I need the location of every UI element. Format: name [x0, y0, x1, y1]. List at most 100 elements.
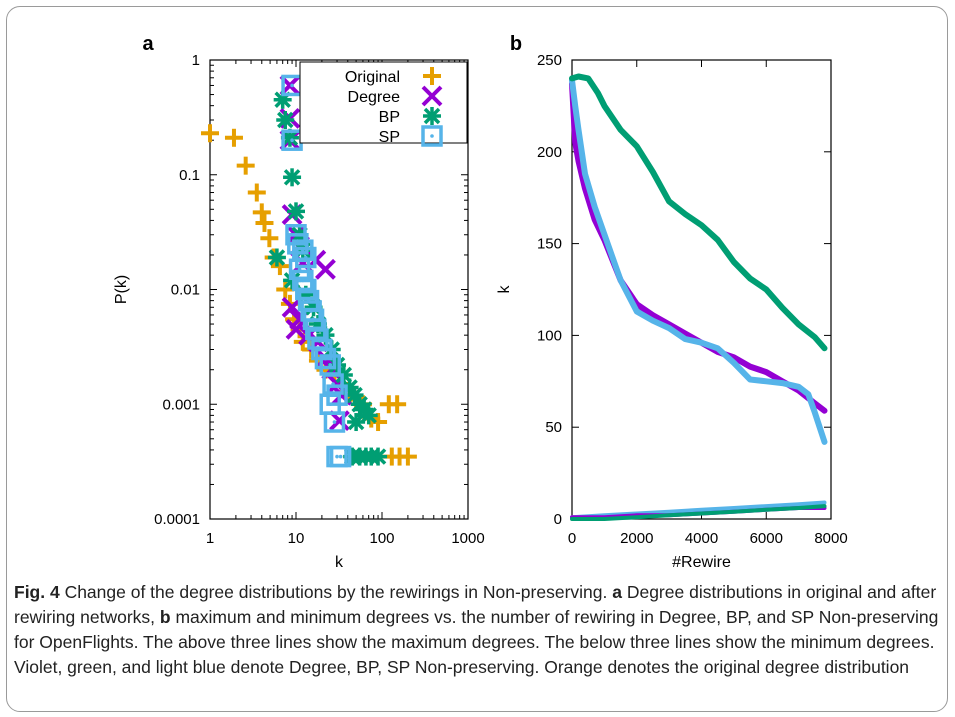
panel-a-point-sp-box	[288, 258, 311, 281]
panel-a-point-bp	[276, 111, 295, 130]
panel-a-point-bp-d2	[283, 169, 301, 186]
panel-a-legend-marker-sp	[421, 125, 443, 147]
panel-a-point-sp-dot	[335, 454, 339, 459]
panel-a-point-sp-box	[323, 411, 346, 433]
panel-a-point-sp	[295, 246, 317, 269]
panel-a-x-tick-label: 10	[288, 530, 305, 547]
panel-a-point-bp	[287, 202, 305, 221]
panel-a-point-original	[398, 447, 417, 466]
panel-a-point-sp-dot	[338, 454, 343, 459]
panel-b-plot-frame	[571, 59, 832, 520]
panel-b-y-tick-label: 0	[554, 511, 562, 528]
panel-b-y-tick-label: 150	[537, 236, 562, 253]
panel-b-x-tick-label: 8000	[814, 530, 847, 547]
panel-a-legend-marker-original	[423, 67, 441, 85]
panel-a-legend: Original Degree BP SP	[299, 61, 468, 147]
panel-a-point-original	[276, 280, 295, 299]
panel-a-point-original	[224, 128, 243, 147]
caption-text-3: maximum and minimum degrees vs. the numb…	[14, 607, 939, 677]
panel-a-point-bp	[328, 355, 347, 374]
panel-a-point-sp-dot	[290, 83, 294, 88]
panel-a-y-tick-label: 0.0001	[154, 511, 200, 528]
panel-a-point-bp-d2	[346, 386, 363, 404]
panel-a-point-bp-d2	[277, 111, 294, 129]
panel-a-point-sp-box	[322, 373, 344, 395]
panel-a-point-bp-d2	[268, 249, 286, 266]
panel-a-point-original	[252, 203, 271, 222]
panel-a-point-original	[260, 229, 279, 248]
panel-a-legend-marker-sp-box	[421, 125, 443, 147]
panel-a: a 1 10 100 1000 0.0001 0.001 0.01 0.1 1 k P(k) Origi…	[113, 33, 485, 571]
caption-ref-b: b	[159, 607, 171, 627]
panel-a-legend-marker-bp-d2	[423, 107, 441, 125]
panel-a-point-sp-box	[314, 347, 337, 370]
panel-a-legend-label-sp: SP	[379, 129, 400, 146]
panel-a-point-sp-dot	[328, 402, 333, 407]
panel-a-legend-marker-bp	[423, 107, 441, 125]
panel-a-point-sp	[329, 445, 352, 468]
panel-a-point-sp-dot	[332, 420, 337, 424]
panel-a-point-bp	[347, 413, 366, 432]
panel-a-point-sp-dot	[290, 138, 294, 143]
panel-a-point-original	[255, 213, 274, 232]
panel-a-legend-label-bp: BP	[379, 109, 400, 126]
panel-b-x-tick-label: 0	[568, 530, 576, 547]
panel-a-y-axis-label: P(k)	[113, 275, 130, 304]
panel-a-point-sp-dot	[328, 363, 333, 367]
caption-text-2: Degree distributions in original and aft…	[14, 582, 937, 627]
panel-a-point-original	[369, 413, 388, 432]
panel-b-label: b	[510, 33, 522, 55]
panel-a-legend-marker-degree	[421, 85, 443, 107]
panel-a-point-sp-box	[329, 445, 352, 468]
panel-b: b 0 2000 4000 6000 8000 0 50 100 150 200 250 #Rewire…	[496, 33, 848, 571]
panel-a-point-sp-box	[295, 278, 317, 301]
panel-a-point-original	[236, 156, 255, 175]
panel-b-line-degree-max	[569, 80, 828, 414]
panel-b-x-tick-label: 4000	[685, 530, 718, 547]
panel-a-point-original	[247, 183, 266, 202]
panel-a-point-degree-d2	[315, 258, 336, 280]
panel-a-point-sp	[323, 411, 346, 433]
panel-a-x-tick-label: 1000	[451, 530, 484, 547]
panel-a-x-tick-label: 100	[369, 530, 394, 547]
figure-frame	[6, 6, 948, 712]
caption-text-1: Change of the degree distributions by th…	[59, 582, 613, 602]
panel-a-label: a	[142, 33, 154, 55]
panel-b-line-bp-max	[569, 73, 828, 352]
panel-a-point-original	[201, 124, 219, 143]
panel-a-point-bp-d2	[347, 413, 365, 431]
panel-a-legend-label-original: Original	[345, 69, 400, 86]
panel-a-point-bp-d2	[328, 356, 346, 374]
panel-a-point-degree-d2	[329, 410, 350, 432]
panel-a-point-bp	[267, 248, 286, 267]
panel-a-point-bp-d2	[369, 448, 387, 465]
panel-b-y-axis-label: k	[496, 285, 513, 294]
panel-b-x-axis-label: #Rewire	[672, 554, 731, 571]
caption-ref-a: a	[612, 582, 622, 602]
figure-caption: Fig. 4 Change of the degree distribution…	[14, 580, 939, 680]
panel-a-legend-marker-degree-d2	[421, 85, 443, 107]
panel-b-y-tick-label: 250	[537, 52, 562, 69]
panel-a-legend-label-degree: Degree	[348, 89, 401, 106]
panel-a-y-tick-label: 0.1	[179, 167, 200, 184]
panel-a-point-bp	[369, 447, 388, 466]
panel-a-point-sp-box	[295, 246, 317, 269]
panel-a-point-bp-d2	[360, 407, 377, 424]
panel-a-series-sp	[281, 74, 352, 468]
panel-a-x-axis-label: k	[335, 554, 344, 571]
panel-b-y-tick-label: 50	[545, 419, 562, 436]
panel-a-point-bp	[283, 168, 302, 187]
panel-a-point-degree	[315, 258, 336, 280]
panel-a-y-tick-label: 0.001	[162, 396, 200, 413]
panel-b-x-tick-label: 6000	[750, 530, 783, 547]
panel-a-point-original	[388, 395, 407, 414]
panel-a-x-tick-label: 1	[206, 530, 214, 547]
panel-b-x-tick-label: 2000	[620, 530, 653, 547]
panel-a-y-tick-label: 1	[192, 52, 200, 69]
panel-a-legend-marker-sp-dot	[430, 134, 434, 138]
panel-a-point-sp-dot	[303, 255, 308, 260]
panel-b-line-sp-max	[569, 77, 828, 445]
panel-a-point-bp-d2	[287, 203, 305, 220]
panel-b-y-tick-label: 200	[537, 144, 562, 161]
